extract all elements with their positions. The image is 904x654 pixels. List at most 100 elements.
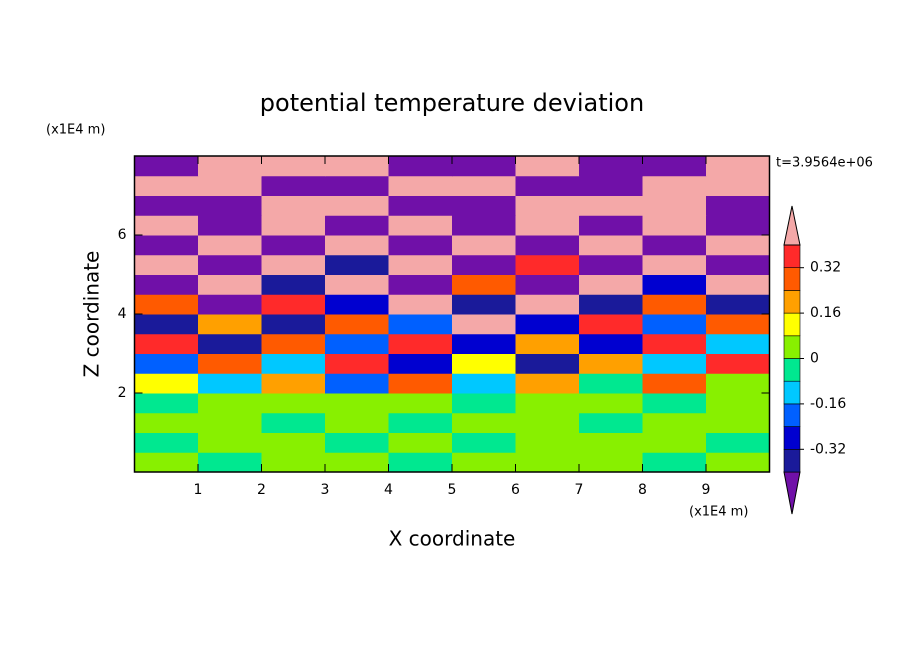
colorbar-segment xyxy=(783,426,801,450)
contour-cell xyxy=(642,215,707,236)
contour-cell xyxy=(325,215,389,236)
contour-cell xyxy=(452,412,516,433)
contour-cell xyxy=(325,333,389,354)
contour-cell xyxy=(388,452,453,472)
contour-cell xyxy=(579,353,643,374)
contour-cell xyxy=(325,195,389,216)
x-unit: (x1E4 m) xyxy=(689,505,748,520)
x-tick-label: 2 xyxy=(257,482,266,498)
contour-cell xyxy=(325,314,389,335)
contour-cell xyxy=(388,254,453,275)
contour-cell xyxy=(579,452,643,472)
contour-cell xyxy=(642,274,707,295)
colorbar-segment xyxy=(783,244,801,269)
colorbar-extend-high xyxy=(783,205,801,246)
chart-title: potential temperature deviation xyxy=(260,89,644,117)
colorbar-tick-label: -0.32 xyxy=(810,441,846,457)
contour-cell xyxy=(579,215,643,236)
contour-cell xyxy=(452,195,516,216)
contour-cell xyxy=(134,294,199,315)
contour-cell xyxy=(388,294,453,315)
contour-cell xyxy=(515,195,580,216)
contour-cell xyxy=(388,235,453,256)
contour-cell xyxy=(388,393,453,414)
time-label: t=3.9564e+06 xyxy=(776,156,873,171)
colorbar-tick-label: 0.16 xyxy=(810,305,841,321)
contour-cell xyxy=(515,393,580,414)
contour-cell xyxy=(452,353,516,374)
contour-cell xyxy=(198,353,262,374)
contour-cell xyxy=(642,432,707,453)
x-tick-label: 5 xyxy=(448,482,457,498)
contour-cell xyxy=(579,175,643,196)
contour-cell xyxy=(388,156,453,177)
colorbar-segment xyxy=(783,380,801,405)
contour-cell xyxy=(388,412,453,433)
contour-cell xyxy=(261,175,326,196)
contour-cell xyxy=(261,432,326,453)
contour-cell xyxy=(515,353,580,374)
contour-cell xyxy=(515,294,580,315)
contour-cell xyxy=(706,156,770,177)
colorbar-segment xyxy=(783,358,801,382)
y-tick-label: 2 xyxy=(118,385,127,401)
contour-cell xyxy=(198,294,262,315)
contour-cell xyxy=(261,393,326,414)
contour-cell xyxy=(579,156,643,177)
contour-cell xyxy=(261,412,326,433)
x-tick-label: 6 xyxy=(511,482,520,498)
contour-cell xyxy=(198,393,262,414)
x-tick-label: 3 xyxy=(321,482,330,498)
contour-cell xyxy=(325,452,389,472)
contour-cell xyxy=(198,432,262,453)
contour-cell xyxy=(261,195,326,216)
contour-cell xyxy=(325,294,389,315)
contour-cell xyxy=(452,274,516,295)
contour-cell xyxy=(706,353,770,374)
contour-cell xyxy=(515,254,580,275)
x-axis-title: X coordinate xyxy=(389,527,516,551)
y-axis-title: Z coordinate xyxy=(80,251,104,378)
contour-cell xyxy=(706,452,770,472)
contour-cell xyxy=(261,314,326,335)
contour-cell xyxy=(706,195,770,216)
y-tick-label: 4 xyxy=(118,306,127,322)
x-tick-label: 8 xyxy=(638,482,647,498)
contour-cell xyxy=(706,393,770,414)
contour-cell xyxy=(642,294,707,315)
contour-cell xyxy=(325,393,389,414)
axes: 1 2 3 4 5 6 7 8 9 2 4 6 xyxy=(118,155,771,498)
contour-cell xyxy=(198,373,262,394)
contour-cell xyxy=(452,254,516,275)
contour-cell xyxy=(515,175,580,196)
contour-cell xyxy=(452,373,516,394)
contour-cell xyxy=(198,215,262,236)
colorbar-segment xyxy=(783,290,801,314)
contour-cell xyxy=(134,175,199,196)
contour-cell xyxy=(134,195,199,216)
contour-cell xyxy=(579,412,643,433)
contour-cell xyxy=(261,254,326,275)
colorbar-extend-low xyxy=(783,471,801,515)
contour-cell xyxy=(261,274,326,295)
contour-cell xyxy=(452,294,516,315)
contour-cell xyxy=(261,452,326,472)
contour-cell xyxy=(515,373,580,394)
contour-cell xyxy=(198,175,262,196)
contour-cell xyxy=(642,156,707,177)
contour-cell xyxy=(579,373,643,394)
contour-cell xyxy=(706,432,770,453)
colorbar-tick-label: -0.16 xyxy=(810,396,846,412)
contour-cell xyxy=(198,274,262,295)
y-tick-label: 6 xyxy=(118,227,127,243)
contour-cell xyxy=(198,314,262,335)
contour-cell xyxy=(261,156,326,177)
contour-cell xyxy=(198,452,262,472)
contour-cell xyxy=(388,175,453,196)
contour-cell xyxy=(642,393,707,414)
colorbar-segment xyxy=(783,267,801,291)
contour-cell xyxy=(452,175,516,196)
contour-cell xyxy=(261,333,326,354)
contour-cell xyxy=(579,254,643,275)
